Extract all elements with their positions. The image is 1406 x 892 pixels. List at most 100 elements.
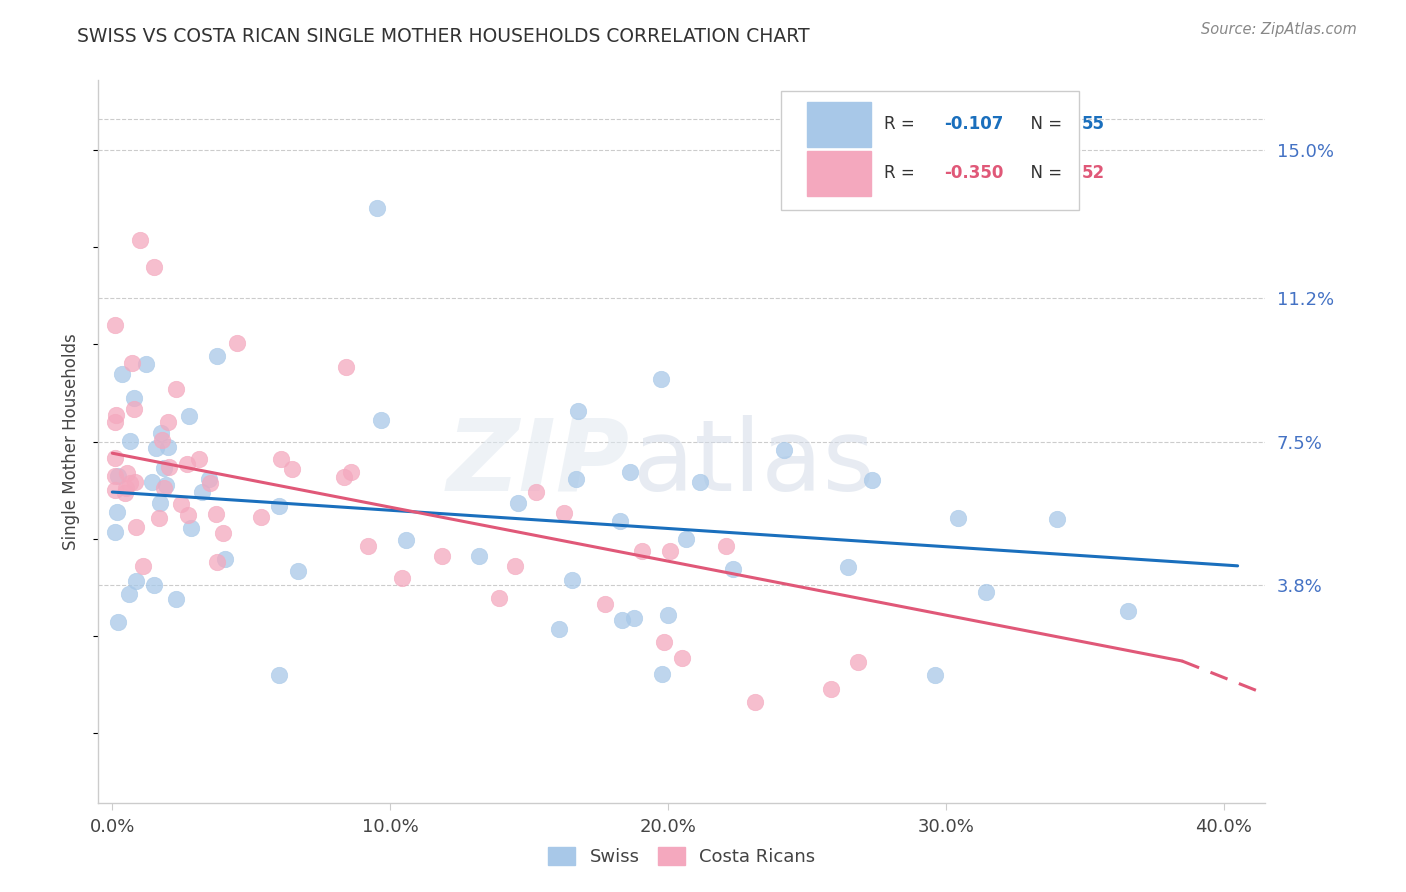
Point — [190, 485, 212, 500]
Point — [430, 549, 453, 563]
Point — [689, 475, 711, 489]
Point — [924, 667, 946, 681]
Point — [115, 466, 138, 480]
Bar — [807, 102, 870, 147]
Point — [179, 409, 201, 424]
Point — [395, 533, 418, 548]
Point — [619, 465, 641, 479]
Point — [391, 571, 413, 585]
Point — [107, 468, 129, 483]
Point — [468, 549, 491, 563]
Point — [107, 615, 129, 629]
Point — [120, 434, 142, 448]
Point — [1116, 604, 1139, 618]
Point — [846, 655, 869, 669]
Point — [104, 483, 127, 498]
Point — [333, 470, 356, 484]
Point — [118, 476, 141, 491]
Point — [631, 544, 654, 558]
Point — [675, 532, 697, 546]
Point — [744, 695, 766, 709]
Point — [155, 477, 177, 491]
Text: atlas: atlas — [633, 415, 875, 512]
Point — [180, 521, 202, 535]
Point — [145, 441, 167, 455]
Point — [105, 505, 128, 519]
Point — [125, 574, 148, 589]
Point — [357, 539, 380, 553]
Text: N =: N = — [1021, 164, 1067, 182]
Point — [508, 496, 530, 510]
Point — [104, 450, 127, 465]
Text: Source: ZipAtlas.com: Source: ZipAtlas.com — [1201, 22, 1357, 37]
Point — [129, 233, 152, 247]
Point — [104, 415, 127, 429]
Point — [553, 506, 575, 520]
Point — [281, 462, 304, 476]
Point — [211, 526, 233, 541]
Point — [593, 597, 616, 611]
Point — [609, 514, 631, 528]
Point — [226, 335, 249, 350]
Point — [659, 544, 682, 558]
Point — [165, 382, 187, 396]
Point — [205, 555, 228, 569]
Point — [269, 500, 291, 514]
Point — [104, 408, 127, 422]
Point — [149, 496, 172, 510]
Point — [122, 391, 145, 405]
Point — [335, 359, 357, 374]
Point — [974, 585, 997, 599]
Point — [270, 451, 292, 466]
Point — [287, 564, 309, 578]
Point — [143, 577, 166, 591]
Point — [773, 442, 796, 457]
Point — [156, 415, 179, 429]
Point — [267, 667, 290, 681]
Point — [176, 508, 198, 522]
Point — [143, 260, 166, 274]
Point — [170, 497, 193, 511]
Point — [671, 650, 693, 665]
Point — [165, 591, 187, 606]
Point — [152, 481, 174, 495]
Bar — [807, 151, 870, 196]
Point — [561, 573, 583, 587]
Point — [214, 551, 236, 566]
Point — [118, 587, 141, 601]
Point — [657, 607, 679, 622]
Text: 52: 52 — [1083, 164, 1105, 182]
Point — [524, 485, 547, 500]
Text: 55: 55 — [1083, 115, 1105, 133]
Point — [651, 667, 673, 681]
Y-axis label: Single Mother Households: Single Mother Households — [62, 334, 80, 549]
Text: SWISS VS COSTA RICAN SINGLE MOTHER HOUSEHOLDS CORRELATION CHART: SWISS VS COSTA RICAN SINGLE MOTHER HOUSE… — [77, 27, 810, 45]
FancyBboxPatch shape — [782, 91, 1078, 211]
Point — [565, 472, 588, 486]
Point — [122, 401, 145, 416]
Point — [131, 559, 153, 574]
Point — [1046, 512, 1069, 526]
Point — [714, 539, 737, 553]
Text: -0.350: -0.350 — [945, 164, 1004, 182]
Point — [623, 611, 645, 625]
Point — [205, 508, 228, 522]
Point — [156, 440, 179, 454]
Point — [370, 413, 392, 427]
Point — [124, 475, 146, 489]
Text: -0.107: -0.107 — [945, 115, 1004, 133]
Point — [723, 562, 745, 576]
Point — [366, 202, 388, 216]
Point — [111, 367, 134, 381]
Point — [612, 613, 634, 627]
Point — [104, 524, 127, 539]
Point — [135, 357, 157, 371]
Point — [650, 372, 672, 386]
Point — [250, 509, 273, 524]
Point — [207, 349, 229, 363]
Point — [150, 434, 173, 448]
Text: N =: N = — [1021, 115, 1067, 133]
Point — [488, 591, 510, 606]
Point — [104, 318, 127, 332]
Text: ZIP: ZIP — [446, 415, 630, 512]
